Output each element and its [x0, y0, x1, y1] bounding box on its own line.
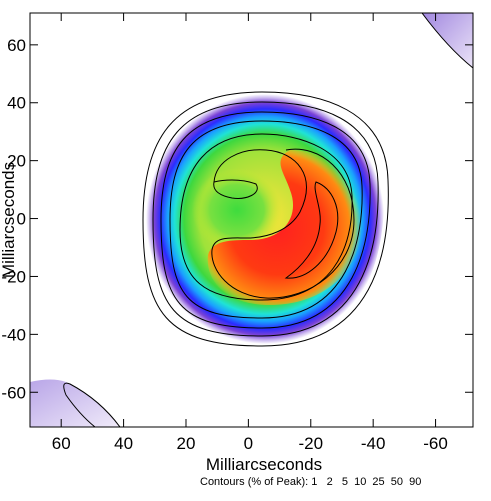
x-axis-title: Milliarcseconds	[206, 455, 322, 474]
y-tick-label: -20	[1, 267, 26, 286]
contour-lines	[142, 91, 389, 347]
sidelobe-top-right-contour	[421, 13, 473, 69]
x-tick-label: -60	[423, 434, 448, 453]
contour-levels-values: 1 2 5 10 25 50 90	[311, 476, 422, 488]
y-tick-label: 60	[7, 36, 26, 55]
contour-90pct	[284, 181, 339, 279]
contour-50pct-inner	[213, 179, 258, 199]
y-tick-label: 40	[7, 94, 26, 113]
contour-2pct	[152, 101, 379, 337]
contour-levels-note: Contours (% of Peak): 1 2 5 10 25 50 90	[200, 476, 421, 488]
y-tick-label: 20	[7, 152, 26, 171]
sidelobe-bottom-left	[30, 379, 120, 427]
x-tick-label: 40	[114, 434, 133, 453]
contour-levels-label: Contours (% of Peak):	[200, 476, 309, 488]
x-tick-label: 0	[244, 434, 253, 453]
contour-50pct	[211, 148, 355, 299]
x-tick-label: 60	[52, 434, 71, 453]
sidelobe-bottom-left-contour	[63, 382, 121, 427]
y-tick-label: -40	[1, 325, 26, 344]
x-tick-label: 20	[177, 434, 196, 453]
y-axis: 60 40 20 0 -20 -40 -60	[1, 36, 473, 402]
sidelobe-top-right	[422, 13, 473, 68]
x-axis: 60 40 20 0 -20 -40 -60	[52, 13, 448, 453]
contour-5pct	[160, 111, 371, 329]
x-tick-label: -20	[298, 434, 323, 453]
y-tick-label: -60	[1, 383, 26, 402]
y-tick-label: 0	[17, 210, 26, 229]
x-tick-label: -40	[361, 434, 386, 453]
contour-1pct	[142, 91, 389, 347]
contour-10pct	[169, 120, 363, 319]
y-axis-title: Milliarcseconds	[0, 162, 18, 278]
contour-25pct	[179, 133, 353, 301]
plot-frame	[29, 12, 474, 428]
